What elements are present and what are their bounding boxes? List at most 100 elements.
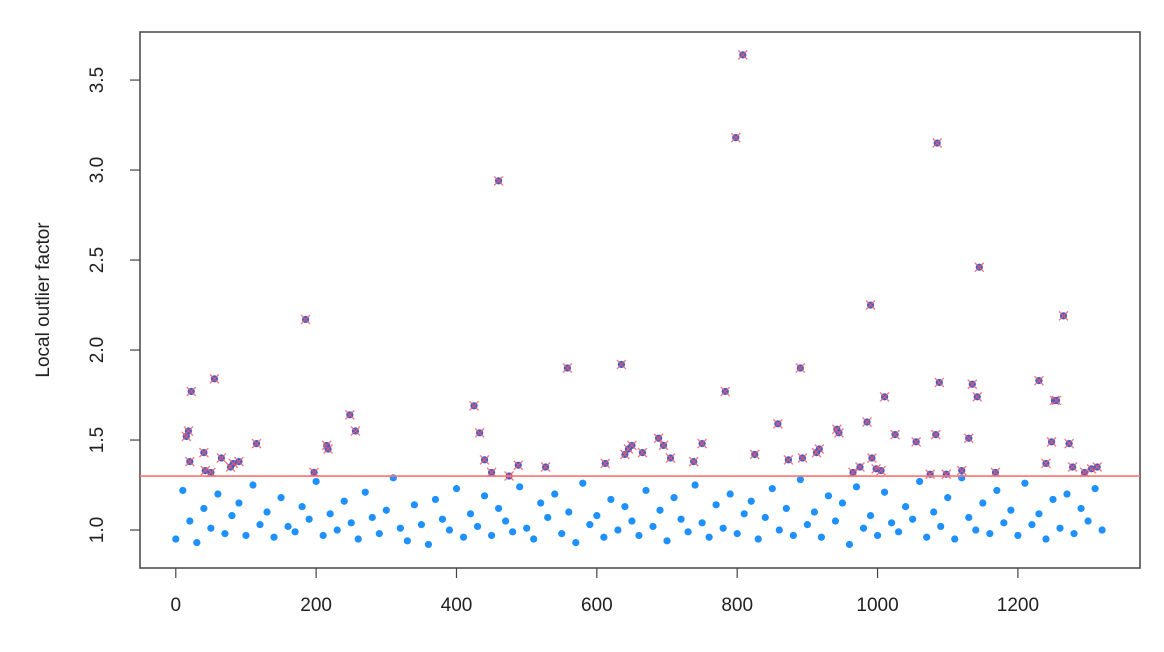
point	[956, 465, 967, 476]
point	[866, 453, 877, 464]
dot	[502, 517, 510, 525]
cross	[1092, 462, 1103, 473]
dot	[972, 526, 980, 534]
dot	[396, 524, 404, 532]
dot	[417, 521, 426, 529]
dot	[937, 522, 945, 531]
dot	[789, 531, 797, 540]
point	[747, 497, 755, 505]
dot	[551, 490, 559, 498]
dot	[326, 510, 334, 518]
cross	[855, 462, 865, 473]
point	[740, 510, 748, 518]
point	[737, 49, 748, 60]
cross	[930, 429, 941, 440]
point	[270, 533, 278, 541]
point	[233, 456, 244, 467]
point	[179, 486, 187, 495]
point	[614, 526, 622, 534]
dot	[494, 504, 503, 513]
cross	[474, 427, 485, 438]
cross	[1051, 395, 1062, 406]
point	[865, 300, 876, 311]
dot	[880, 488, 889, 496]
point	[782, 504, 790, 513]
point	[616, 359, 627, 370]
dot	[186, 517, 194, 525]
point	[1028, 521, 1036, 529]
point	[658, 440, 669, 451]
dot	[298, 503, 306, 511]
dot	[221, 530, 229, 538]
dot	[410, 501, 418, 509]
dot	[824, 492, 833, 500]
cross	[216, 453, 227, 464]
dot	[1056, 524, 1064, 532]
point	[502, 517, 510, 525]
point	[761, 513, 769, 522]
point	[749, 449, 760, 460]
point	[1014, 531, 1022, 540]
cross	[183, 426, 194, 437]
point	[930, 429, 941, 440]
y-axis-label: Local outlier factor	[33, 222, 54, 378]
dot	[1000, 519, 1008, 527]
point	[688, 456, 699, 467]
point	[855, 462, 865, 473]
cross	[963, 433, 974, 444]
dot	[1028, 521, 1036, 529]
dot	[986, 530, 994, 538]
point	[890, 429, 901, 440]
point	[621, 503, 629, 511]
dot	[1098, 526, 1106, 534]
point	[665, 453, 676, 464]
cross	[795, 363, 806, 374]
dot	[719, 524, 727, 532]
point	[862, 417, 873, 428]
point	[530, 535, 538, 543]
dot	[782, 504, 790, 513]
point	[494, 504, 503, 513]
dot	[466, 510, 475, 518]
dot	[459, 533, 468, 541]
point	[775, 526, 783, 534]
dot	[193, 539, 201, 547]
point	[967, 379, 978, 390]
point	[1042, 535, 1050, 543]
point	[649, 522, 657, 531]
point	[697, 438, 708, 449]
cross	[890, 429, 901, 440]
point	[789, 531, 797, 540]
point	[730, 132, 741, 143]
point	[474, 427, 485, 438]
cross	[730, 132, 741, 143]
point	[1000, 519, 1008, 527]
point	[344, 409, 355, 420]
dot	[951, 535, 959, 543]
point	[251, 438, 262, 449]
point	[298, 503, 306, 511]
dot	[712, 501, 720, 509]
dot	[635, 531, 643, 540]
point	[486, 467, 497, 478]
cross	[737, 49, 748, 60]
dot	[866, 512, 875, 520]
dot	[1021, 479, 1029, 487]
cross	[941, 469, 952, 480]
point	[1046, 436, 1057, 447]
dot	[480, 492, 489, 500]
point	[193, 539, 201, 547]
cross	[323, 444, 334, 455]
point	[326, 510, 334, 518]
point	[537, 499, 545, 507]
point	[319, 531, 327, 540]
point	[300, 314, 311, 325]
dot	[670, 494, 678, 502]
point	[452, 485, 461, 493]
point	[593, 512, 601, 520]
point	[626, 440, 637, 451]
point	[323, 444, 334, 455]
dot	[537, 499, 545, 507]
x-tick-label: 0	[171, 595, 182, 616]
